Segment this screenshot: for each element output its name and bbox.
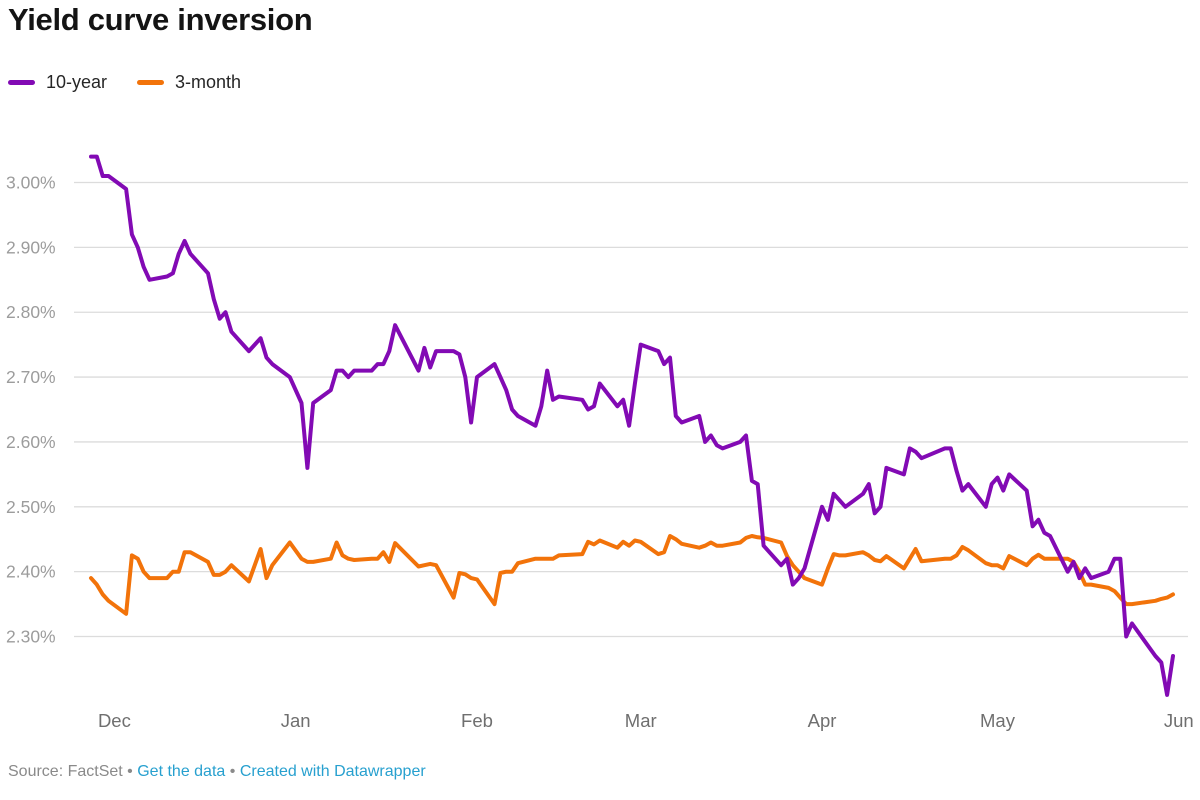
y-axis-tick-label: 2.90%: [6, 237, 56, 257]
x-axis-tick-label: Jun: [1164, 710, 1194, 731]
footer-separator: •: [127, 763, 133, 780]
legend-item-3-month: 3-month: [137, 72, 241, 93]
legend-label-3-month: 3-month: [175, 72, 242, 92]
chart-footer: Source: FactSet • Get the data • Created…: [8, 763, 426, 781]
series-line-10-year[interactable]: [89, 154, 1175, 697]
y-axis-tick-label: 2.30%: [6, 627, 56, 647]
y-axis-tick-label: 2.70%: [6, 367, 56, 387]
datawrapper-credit-link[interactable]: Created with Datawrapper: [239, 763, 426, 780]
y-axis-tick-label: 2.50%: [6, 497, 56, 517]
legend-item-10-year: 10-year: [8, 72, 107, 93]
y-axis-tick-label: 3.00%: [6, 173, 56, 193]
x-axis-tick-label: May: [980, 710, 1016, 731]
y-axis-tick-label: 2.60%: [6, 432, 56, 452]
get-the-data-link[interactable]: Get the data: [137, 763, 226, 780]
x-axis-tick-label: Mar: [625, 710, 657, 731]
3-month-line-swatch-icon: [137, 80, 165, 85]
chart-legend: 10-year 3-month: [8, 72, 271, 93]
10-year-line-swatch-icon: [8, 80, 35, 85]
series-line-3-month[interactable]: [89, 534, 1175, 616]
x-axis-tick-label: Dec: [98, 710, 131, 731]
x-axis-tick-label: Feb: [461, 710, 493, 731]
legend-label-10-year: 10-year: [46, 72, 108, 92]
footer-separator: •: [229, 763, 236, 780]
x-axis-tick-label: Jan: [281, 710, 311, 731]
chart-title: Yield curve inversion: [8, 2, 313, 37]
source-label: Source: FactSet: [8, 763, 123, 780]
x-axis-tick-label: Apr: [808, 710, 837, 731]
y-axis-tick-label: 2.40%: [6, 562, 56, 582]
y-axis-tick-label: 2.80%: [6, 302, 56, 322]
